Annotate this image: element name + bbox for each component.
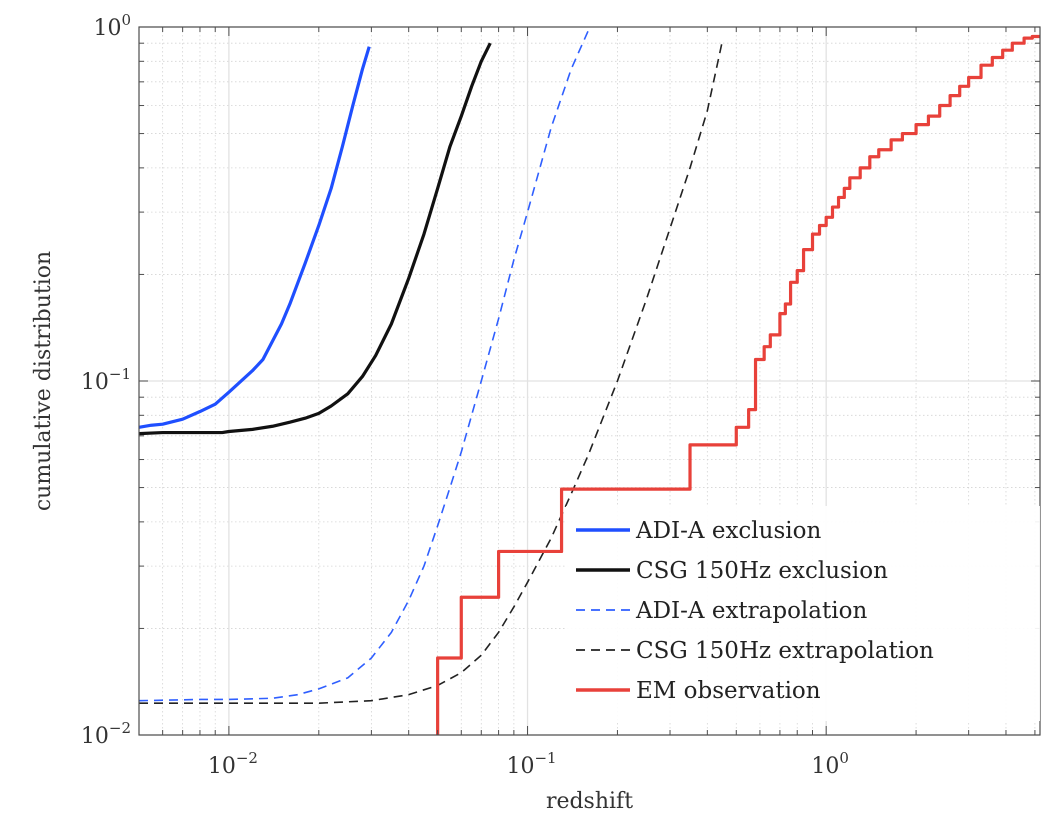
series-line-3 <box>138 29 590 702</box>
legend-label-4: CSG 150Hz extrapolation <box>636 638 934 664</box>
series-line-1 <box>138 46 371 429</box>
y-tick-label: 10−1 <box>81 365 131 395</box>
y-axis-label: cumulative distribution <box>31 251 56 511</box>
y-tick-label: 100 <box>93 11 131 41</box>
y-tick-label: 10−2 <box>81 719 131 749</box>
x-tick-label: 10−2 <box>208 749 258 779</box>
legend-label-5: EM observation <box>636 678 821 704</box>
x-tick-label: 10−1 <box>506 749 556 779</box>
tick-labels: 10−2 10−1 100 10−2 10−1 100 <box>81 11 849 779</box>
series-layer <box>138 29 1040 735</box>
x-axis-label: redshift <box>546 789 633 814</box>
series-line-4 <box>139 39 724 704</box>
legend: ADI-A exclusion CSG 150Hz exclusion ADI-A … <box>566 506 1040 721</box>
series-line-5 <box>436 34 1040 735</box>
legend-label-3: ADI-A extrapolation <box>635 598 867 624</box>
legend-label-2: CSG 150Hz exclusion <box>636 558 888 584</box>
legend-box <box>566 506 1040 721</box>
legend-label-1: ADI-A exclusion <box>635 518 821 544</box>
x-tick-label: 100 <box>811 749 849 779</box>
series-line-2 <box>138 42 492 436</box>
